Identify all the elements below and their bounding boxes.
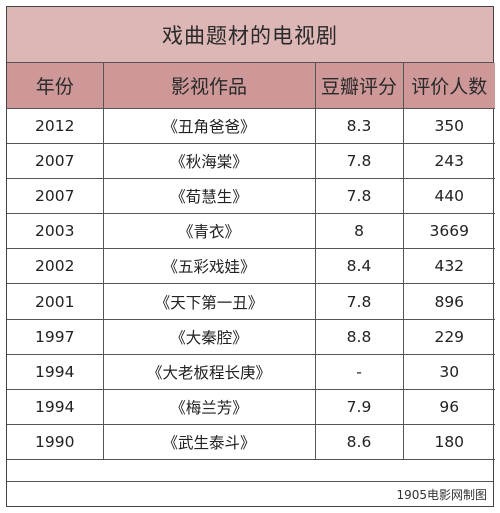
work-cell: 《大老板程长庚》 xyxy=(102,353,316,390)
header-rating: 豆瓣评分 xyxy=(314,63,404,109)
year-cell: 1990 xyxy=(7,423,104,460)
count-cell: 180 xyxy=(402,423,495,460)
header-count: 评价人数 xyxy=(402,63,495,109)
count-cell: 350 xyxy=(402,107,495,145)
drama-table: 年份 影视作品 豆瓣评分 评价人数 2012 《丑角爸爸》 8.3 350 2007 《秋… xyxy=(7,63,495,460)
header-work: 影视作品 xyxy=(102,63,316,109)
table-row: 2002 《五彩戏娃》 8.4 432 xyxy=(7,248,495,285)
rating-cell: 7.9 xyxy=(314,388,404,425)
rating-cell: 7.8 xyxy=(314,283,404,320)
table-row: 1994 《梅兰芳》 7.9 96 xyxy=(7,388,495,425)
year-cell: 2002 xyxy=(7,248,104,285)
table-row: 1997 《大秦腔》 8.8 229 xyxy=(7,318,495,355)
year-cell: 2012 xyxy=(7,107,104,145)
year-cell: 1997 xyxy=(7,318,104,355)
work-cell: 《梅兰芳》 xyxy=(102,388,316,425)
rating-cell: 8 xyxy=(314,213,404,250)
rating-cell: 8.8 xyxy=(314,318,404,355)
rating-cell: 8.6 xyxy=(314,423,404,460)
year-cell: 2001 xyxy=(7,283,104,320)
table-row: 1994 《大老板程长庚》 -30 xyxy=(7,353,495,390)
count-cell: 440 xyxy=(402,178,495,215)
rating-cell: 8.3 xyxy=(314,107,404,145)
work-cell: 《五彩戏娃》 xyxy=(102,248,316,285)
rating-cell: 7.8 xyxy=(314,143,404,180)
count-cell: 432 xyxy=(402,248,495,285)
work-cell: 《武生泰斗》 xyxy=(102,423,316,460)
rating-cell: - xyxy=(314,353,404,390)
work-cell: 《天下第一丑》 xyxy=(102,283,316,320)
table-card: 戏曲题材的电视剧 年份 影视作品 豆瓣评分 评价人数 2012 《丑角爸爸》 8.3… xyxy=(6,6,495,507)
count-cell: 96 xyxy=(402,388,495,425)
count-cell: 30 xyxy=(402,353,495,390)
table-body: 2012 《丑角爸爸》 8.3 350 2007 《秋海棠》 7.8 243 2007 《荀慧生》… xyxy=(7,107,495,460)
work-cell: 《丑角爸爸》 xyxy=(102,107,316,145)
year-cell: 2003 xyxy=(7,213,104,250)
year-cell: 2007 xyxy=(7,143,104,180)
table-row: 2007 《荀慧生》 7.8 440 xyxy=(7,178,495,215)
table-row: 2012 《丑角爸爸》 8.3 350 xyxy=(7,107,495,145)
work-cell: 《青衣》 xyxy=(102,213,316,250)
footer-credit: 1905电影网制图 xyxy=(7,481,493,506)
table-row: 2001 《天下第一丑》 7.8 896 xyxy=(7,283,495,320)
header-row: 年份 影视作品 豆瓣评分 评价人数 xyxy=(7,63,495,109)
rating-cell: 8.4 xyxy=(314,248,404,285)
year-cell: 1994 xyxy=(7,388,104,425)
rating-cell: 7.8 xyxy=(314,178,404,215)
table-row: 2007 《秋海棠》 7.8 243 xyxy=(7,143,495,180)
year-cell: 2007 xyxy=(7,178,104,215)
work-cell: 《大秦腔》 xyxy=(102,318,316,355)
header-year: 年份 xyxy=(7,63,104,109)
year-cell: 1994 xyxy=(7,353,104,390)
count-cell: 896 xyxy=(402,283,495,320)
table-row: 1990 《武生泰斗》 8.6 180 xyxy=(7,423,495,460)
table-row: 2003 《青衣》 8 3669 xyxy=(7,213,495,250)
work-cell: 《荀慧生》 xyxy=(102,178,316,215)
count-cell: 3669 xyxy=(402,213,495,250)
count-cell: 229 xyxy=(402,318,495,355)
table-title: 戏曲题材的电视剧 xyxy=(7,7,493,63)
work-cell: 《秋海棠》 xyxy=(102,143,316,180)
count-cell: 243 xyxy=(402,143,495,180)
